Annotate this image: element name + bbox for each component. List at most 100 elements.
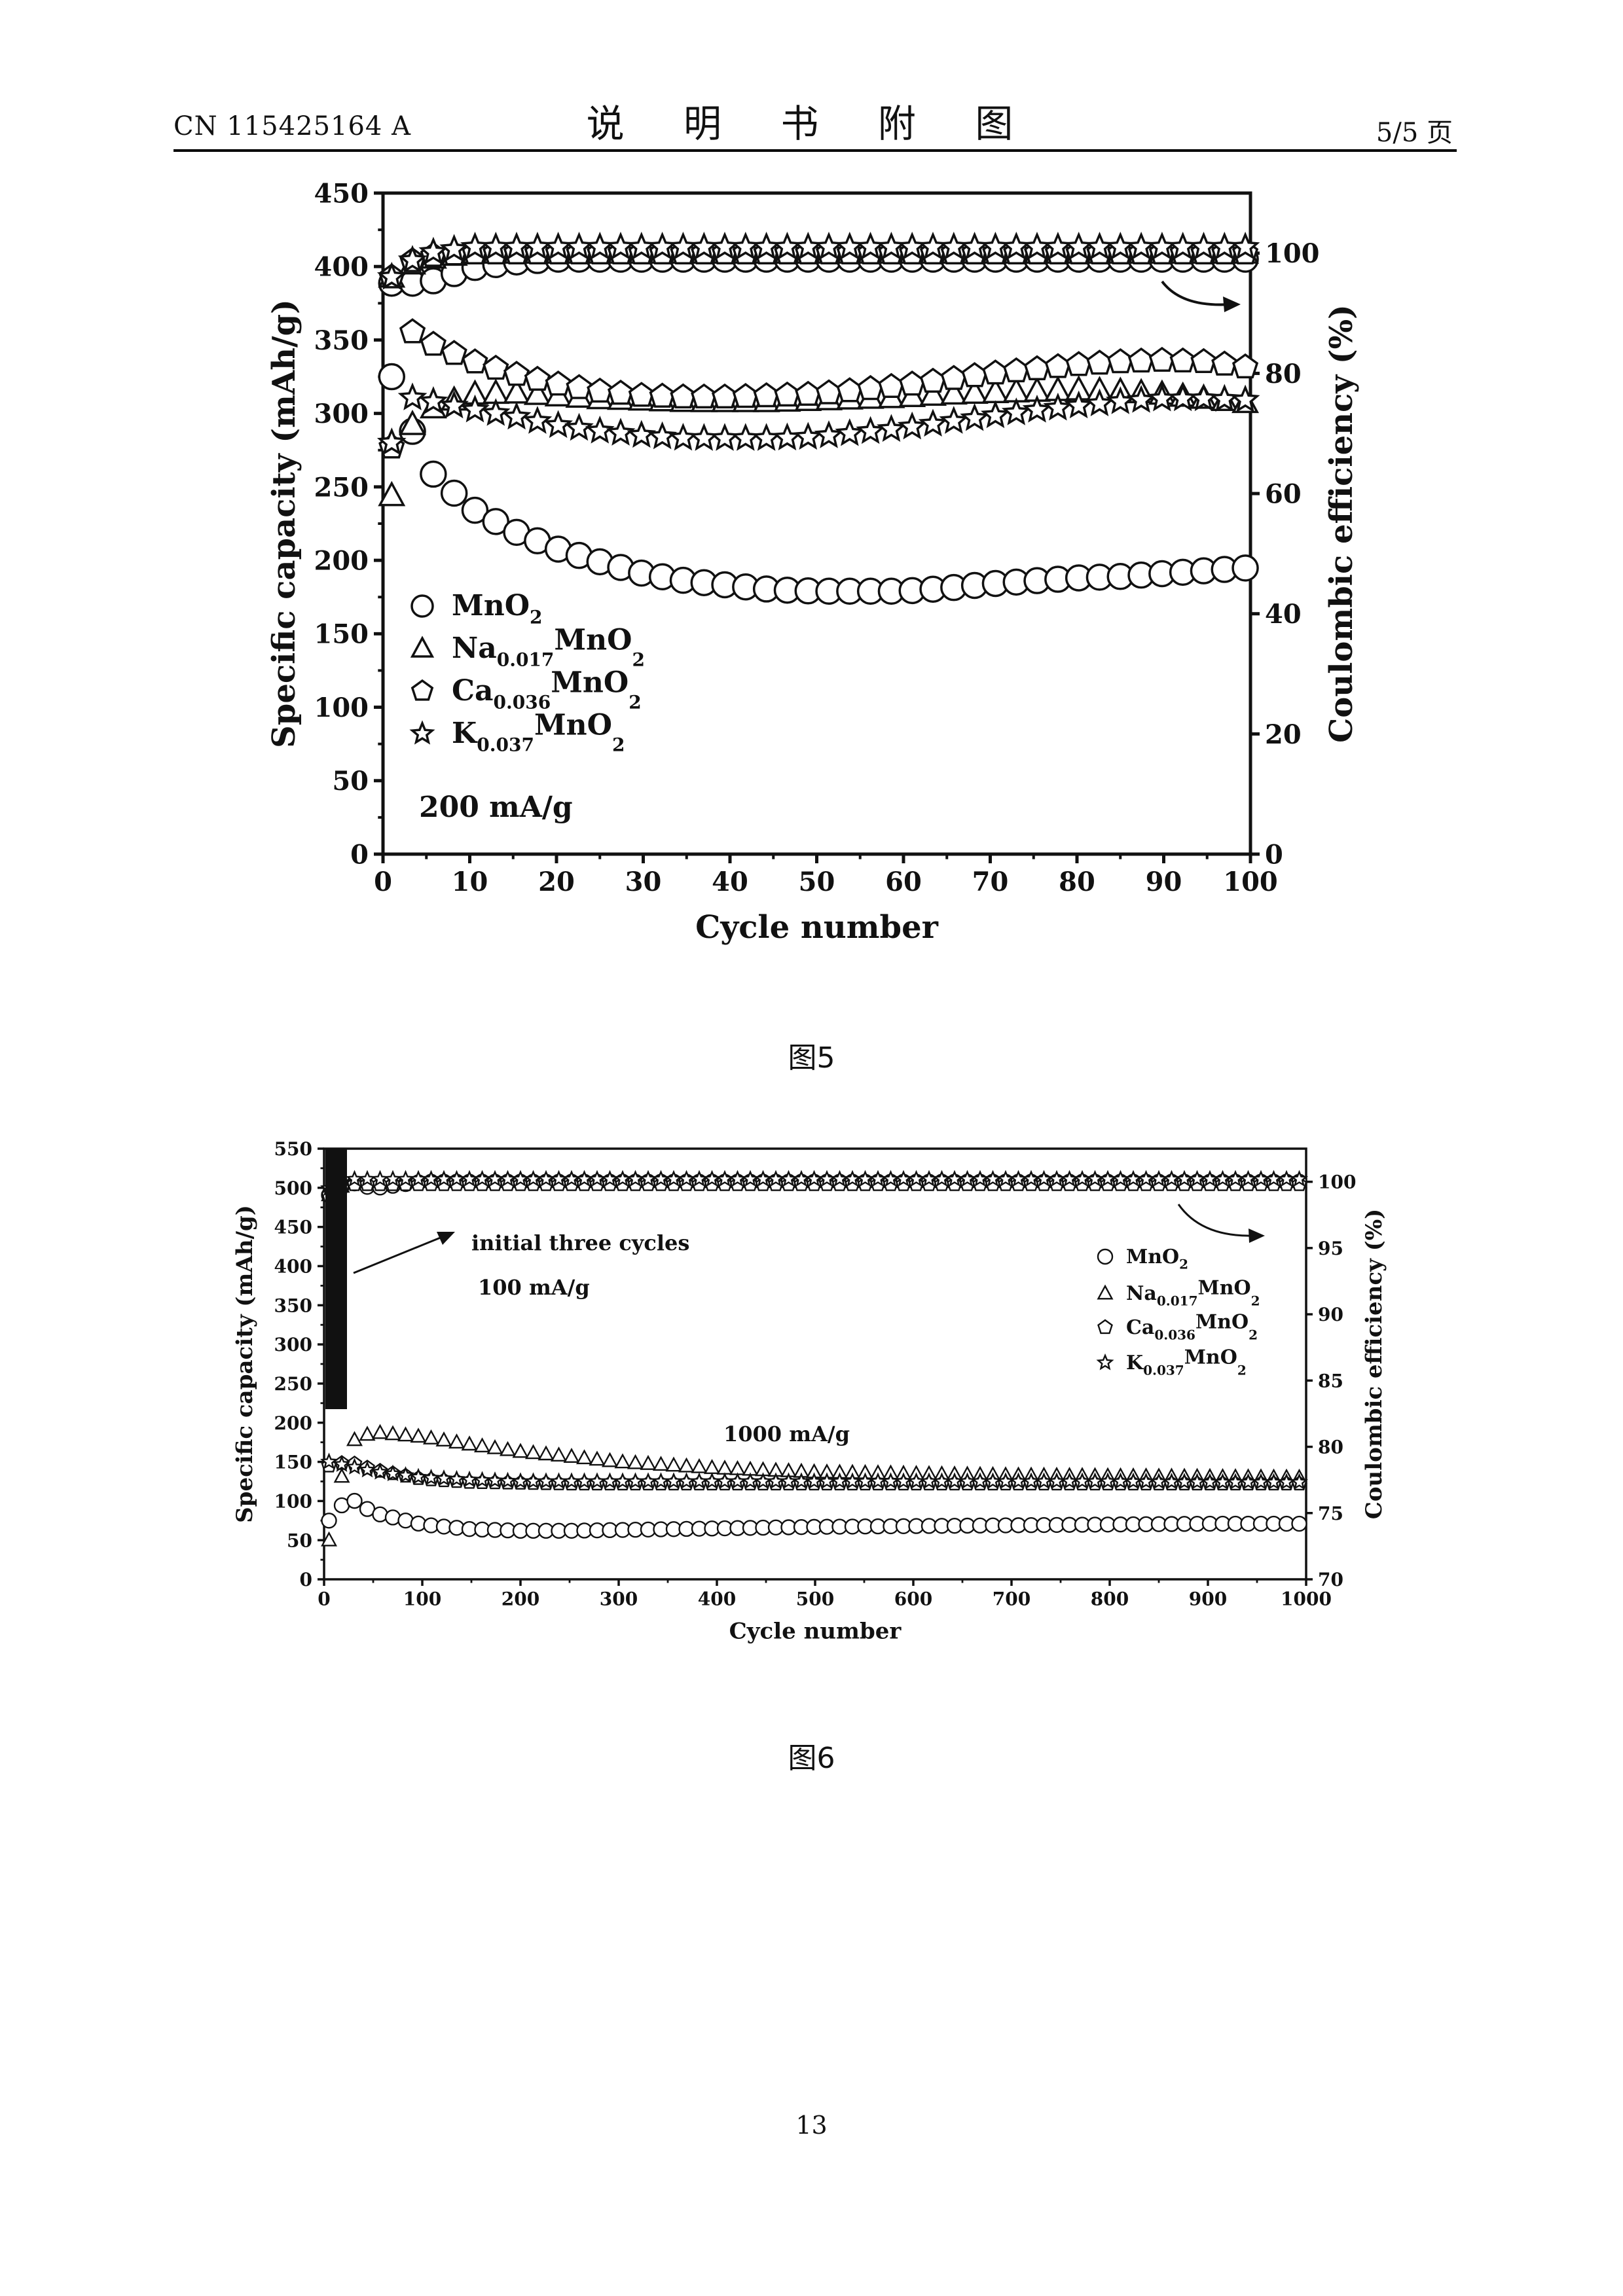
capacity-point: [1290, 1473, 1308, 1490]
efficiency-point: [397, 245, 428, 273]
capacity-point: [1044, 353, 1071, 378]
capacity-point: [481, 398, 511, 426]
capacity-point: [333, 1467, 350, 1483]
capacity-point: [1023, 355, 1051, 380]
x-tick-label: 10: [452, 867, 488, 897]
capacity-point: [422, 1429, 440, 1444]
capacity-point: [482, 508, 509, 535]
y2-tick-label: 60: [1265, 478, 1302, 509]
capacity-point: [399, 318, 426, 344]
capacity-point: [774, 381, 801, 407]
capacity-point: [795, 380, 822, 406]
capacity-point: [346, 1431, 363, 1446]
capacity-point: [320, 1452, 338, 1469]
capacity-point: [501, 401, 532, 430]
capacity-point: [753, 382, 780, 408]
capacity-point: [1148, 346, 1175, 372]
y-tick-label: 550: [274, 1138, 312, 1160]
capacity-point: [857, 374, 884, 401]
capacity-point: [358, 1460, 376, 1478]
ce-arrow: [1161, 280, 1231, 306]
current-density-label: 200 mA/g: [419, 791, 573, 824]
capacity-point: [587, 377, 613, 403]
figure-5-chart: 0 10 20 30 40 50 60 70 80 90 100050100150200250300…: [266, 178, 1360, 946]
y-tick-label: 150: [314, 619, 369, 650]
capacity-point: [422, 1468, 441, 1486]
capacity-point: [627, 1454, 644, 1469]
capacity-point: [752, 423, 782, 451]
capacity-point: [410, 1427, 427, 1443]
y-tick-label: 300: [274, 1334, 312, 1355]
capacity-point: [1231, 554, 1259, 582]
legend-text-part: MnO: [452, 589, 530, 622]
capacity-point: [814, 420, 844, 448]
legend-text-part: MnO: [554, 624, 632, 657]
capacity-point: [678, 1457, 695, 1473]
y-tick-label: 0: [300, 1569, 312, 1590]
capacity-point: [321, 1513, 337, 1529]
legend-label: Ca0.036MnO2: [452, 666, 642, 713]
y-tick-label: 50: [332, 766, 369, 797]
y-tick-label: 250: [274, 1373, 312, 1395]
legend-text-part: MnO: [1126, 1246, 1179, 1268]
legend-marker-circle: [410, 594, 434, 618]
capacity-point: [1043, 392, 1073, 421]
legend-text-part: 2: [629, 691, 641, 713]
legend-text-part: MnO: [534, 709, 612, 742]
capacity-point: [939, 379, 968, 405]
legend-text-part: 2: [632, 649, 644, 670]
capacity-point: [716, 1460, 733, 1475]
capacity-point: [856, 416, 886, 444]
capacity-point: [940, 365, 967, 390]
legend-text-part: Na: [452, 632, 497, 665]
capacity-point: [486, 1439, 503, 1454]
capacity-point: [982, 359, 1009, 385]
capacity-point: [371, 1463, 389, 1480]
y2-axis-label: Coulombic efficiency (%): [1323, 304, 1360, 743]
y-tick-label: 400: [314, 252, 369, 283]
capacity-point: [523, 380, 551, 405]
capacity-point: [899, 370, 926, 396]
capacity-point: [691, 383, 718, 409]
legend-text-part: MnO: [1195, 1311, 1249, 1334]
legend-text-part: Ca: [1126, 1316, 1154, 1339]
capacity-point: [440, 479, 468, 507]
y-tick-label: 250: [314, 472, 369, 503]
capacity-point: [1064, 390, 1094, 419]
x-tick-label: 30: [625, 867, 662, 897]
capacity-point: [670, 383, 697, 408]
capacity-point: [981, 400, 1010, 429]
legend-marker-star: [409, 720, 435, 745]
capacity-point: [524, 365, 551, 391]
capacity-point: [448, 1433, 465, 1449]
capacity-point: [1231, 353, 1259, 379]
capacity-point: [376, 427, 407, 456]
capacity-point: [420, 460, 447, 488]
legend-marker-pentagon: [410, 679, 434, 701]
initial-cycles-label: initial three cycles: [471, 1230, 689, 1255]
legend-text-part: 0.017: [1157, 1293, 1198, 1308]
capacity-point: [652, 1456, 670, 1471]
y2-tick-label: 85: [1318, 1370, 1343, 1391]
initial-cycles-bar: [325, 1149, 347, 1409]
capacity-point: [1022, 395, 1052, 423]
y2-tick-label: 100: [1318, 1172, 1356, 1193]
y2-tick-label: 0: [1265, 839, 1283, 870]
capacity-point: [441, 340, 467, 365]
y2-tick-label: 70: [1318, 1569, 1343, 1590]
legend-text-part: 0.036: [494, 691, 551, 713]
series-star: [376, 232, 1260, 456]
capacity-point: [1291, 1515, 1307, 1532]
legend-text-part: Na: [1126, 1282, 1157, 1305]
legend-text-part: 2: [1251, 1293, 1260, 1308]
x-tick-label: 20: [538, 867, 575, 897]
figure-6-caption: 图6: [788, 1742, 835, 1775]
y2-tick-label: 75: [1318, 1503, 1343, 1524]
efficiency-point: [1290, 1170, 1309, 1187]
x-axis-label: Cycle number: [695, 909, 938, 946]
capacity-point: [420, 331, 447, 356]
capacity-point: [575, 1449, 593, 1465]
capacity-point: [878, 372, 905, 399]
y-axis-label: Specific capacity (mAh/g): [266, 299, 302, 748]
capacity-point: [1126, 385, 1156, 413]
